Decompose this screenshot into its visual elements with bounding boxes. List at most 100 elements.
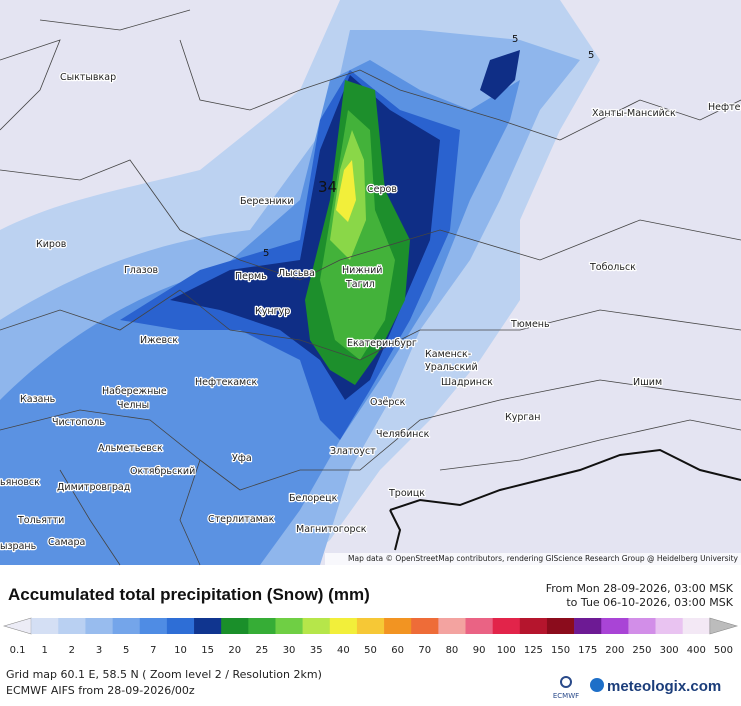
legend-value: 175 xyxy=(578,645,597,656)
legend-swatch xyxy=(194,618,222,634)
color-scale: 0.1 1 2 3 5 7 10 15 20 25 30 35 40 50 60 70 80 90 100 125 15… xyxy=(2,617,739,656)
city-label: Белорецк xyxy=(289,493,338,504)
city-label: Шадринск xyxy=(441,377,493,388)
city-label: Озёрск xyxy=(370,397,406,408)
city-label: Альметьевск xyxy=(98,443,163,454)
city-label: Курган xyxy=(505,412,540,423)
legend-value: 80 xyxy=(446,645,459,656)
legend-value: 30 xyxy=(283,645,296,656)
city-label: Самара xyxy=(48,537,85,548)
city-label: Октябрьский xyxy=(130,466,195,477)
legend-value: 35 xyxy=(310,645,323,656)
legend-value: 0.1 xyxy=(10,645,26,656)
legend-swatch xyxy=(302,618,331,634)
legend-value: 150 xyxy=(551,645,570,656)
legend-value: 400 xyxy=(687,645,706,656)
city-label: ьяновск xyxy=(0,477,40,488)
city-label: ызрань xyxy=(0,541,37,552)
legend-value: 15 xyxy=(201,645,214,656)
contour-label: 5 xyxy=(263,248,269,259)
legend-swatch xyxy=(112,618,141,634)
legend-swatch xyxy=(438,618,466,634)
city-label: Сыктывкар xyxy=(60,72,116,83)
grid-info: Grid map 60.1 E, 58.5 N ( Zoom level 2 /… xyxy=(6,668,322,681)
map xyxy=(0,0,741,566)
city-labels: Сыктывкар Березники Серов Киров Глазов Пермь Л… xyxy=(0,71,741,554)
legend-value: 200 xyxy=(605,645,624,656)
city-label: Стерлитамак xyxy=(208,514,275,525)
legend-swatch xyxy=(709,617,739,635)
legend-swatch xyxy=(628,618,656,634)
city-label: Челны xyxy=(117,400,149,411)
legend-value: 40 xyxy=(337,645,350,656)
legend-swatch xyxy=(465,618,493,634)
legend-swatch xyxy=(574,618,602,634)
city-label: Нижний xyxy=(342,265,382,276)
legend-value: 2 xyxy=(69,645,75,656)
legend-swatch xyxy=(221,618,249,634)
city-label: Екатеринбург xyxy=(347,338,417,349)
legend-swatch xyxy=(546,618,575,634)
legend-value: 125 xyxy=(524,645,543,656)
max-label: 34 xyxy=(318,178,337,196)
legend-value: 60 xyxy=(391,645,404,656)
period-to: to Tue 06-10-2026, 03:00 MSK xyxy=(566,596,733,609)
city-label: Набережные xyxy=(102,386,167,397)
city-label: Серов xyxy=(367,184,397,195)
city-label: Пермь xyxy=(235,271,267,282)
city-label: Нефте xyxy=(708,102,741,113)
city-label: Челябинск xyxy=(376,429,430,440)
legend-value: 90 xyxy=(473,645,486,656)
brand: meteologix.com xyxy=(607,678,721,695)
city-label: Каменск- xyxy=(425,349,471,360)
legend-swatch xyxy=(356,618,385,634)
city-label: Нефтекамск xyxy=(195,377,257,388)
city-label: Чистополь xyxy=(52,417,105,428)
legend-swatch xyxy=(384,618,412,634)
legend-swatch xyxy=(275,618,303,634)
city-label: Глазов xyxy=(124,265,159,276)
legend-value: 500 xyxy=(714,645,733,656)
legend-value: 10 xyxy=(174,645,187,656)
ecmwf-logo: ECMWF xyxy=(553,692,579,700)
model-info: ECMWF AIFS from 28-09-2026/00z xyxy=(6,684,195,697)
legend-swatch xyxy=(601,618,629,634)
city-label: Лысьва xyxy=(278,268,315,279)
city-label: Тобольск xyxy=(589,262,636,273)
legend-swatch xyxy=(139,618,168,634)
legend-swatch xyxy=(329,618,358,634)
legend-value: 100 xyxy=(497,645,516,656)
legend-swatch xyxy=(655,618,684,634)
legend-value: 3 xyxy=(96,645,102,656)
legend-swatch xyxy=(682,618,711,634)
period-from: From Mon 28-09-2026, 03:00 MSK xyxy=(546,582,734,595)
legend-value: 7 xyxy=(150,645,156,656)
attribution: Map data © OpenStreetMap contributors, r… xyxy=(348,554,739,563)
legend-swatch xyxy=(411,618,439,634)
legend-value: 70 xyxy=(418,645,431,656)
city-label: Березники xyxy=(240,196,294,207)
city-label: Троицк xyxy=(388,488,425,499)
legend-swatch xyxy=(166,618,195,634)
legend-swatch xyxy=(248,618,276,634)
city-label: Тольятти xyxy=(17,515,64,526)
legend-value: 20 xyxy=(228,645,241,656)
legend-title: Accumulated total precipitation (Snow) (… xyxy=(8,585,370,604)
legend-swatch xyxy=(58,618,86,634)
city-label: Димитровград xyxy=(57,482,131,493)
city-label: Кунгур xyxy=(255,306,290,317)
legend-swatch xyxy=(519,618,548,634)
city-label: Златоуст xyxy=(330,446,376,457)
city-label: Киров xyxy=(36,239,67,250)
city-label: Тюмень xyxy=(510,319,550,330)
legend-swatch xyxy=(492,618,521,634)
city-label: Казань xyxy=(20,394,56,405)
legend-swatch xyxy=(31,618,59,634)
city-label: Магнитогорск xyxy=(296,524,367,535)
legend-swatch xyxy=(2,617,32,635)
city-label: Уфа xyxy=(232,453,252,464)
city-label: Уральский xyxy=(425,362,478,373)
legend-value: 25 xyxy=(256,645,269,656)
city-label: Ишим xyxy=(633,377,662,388)
